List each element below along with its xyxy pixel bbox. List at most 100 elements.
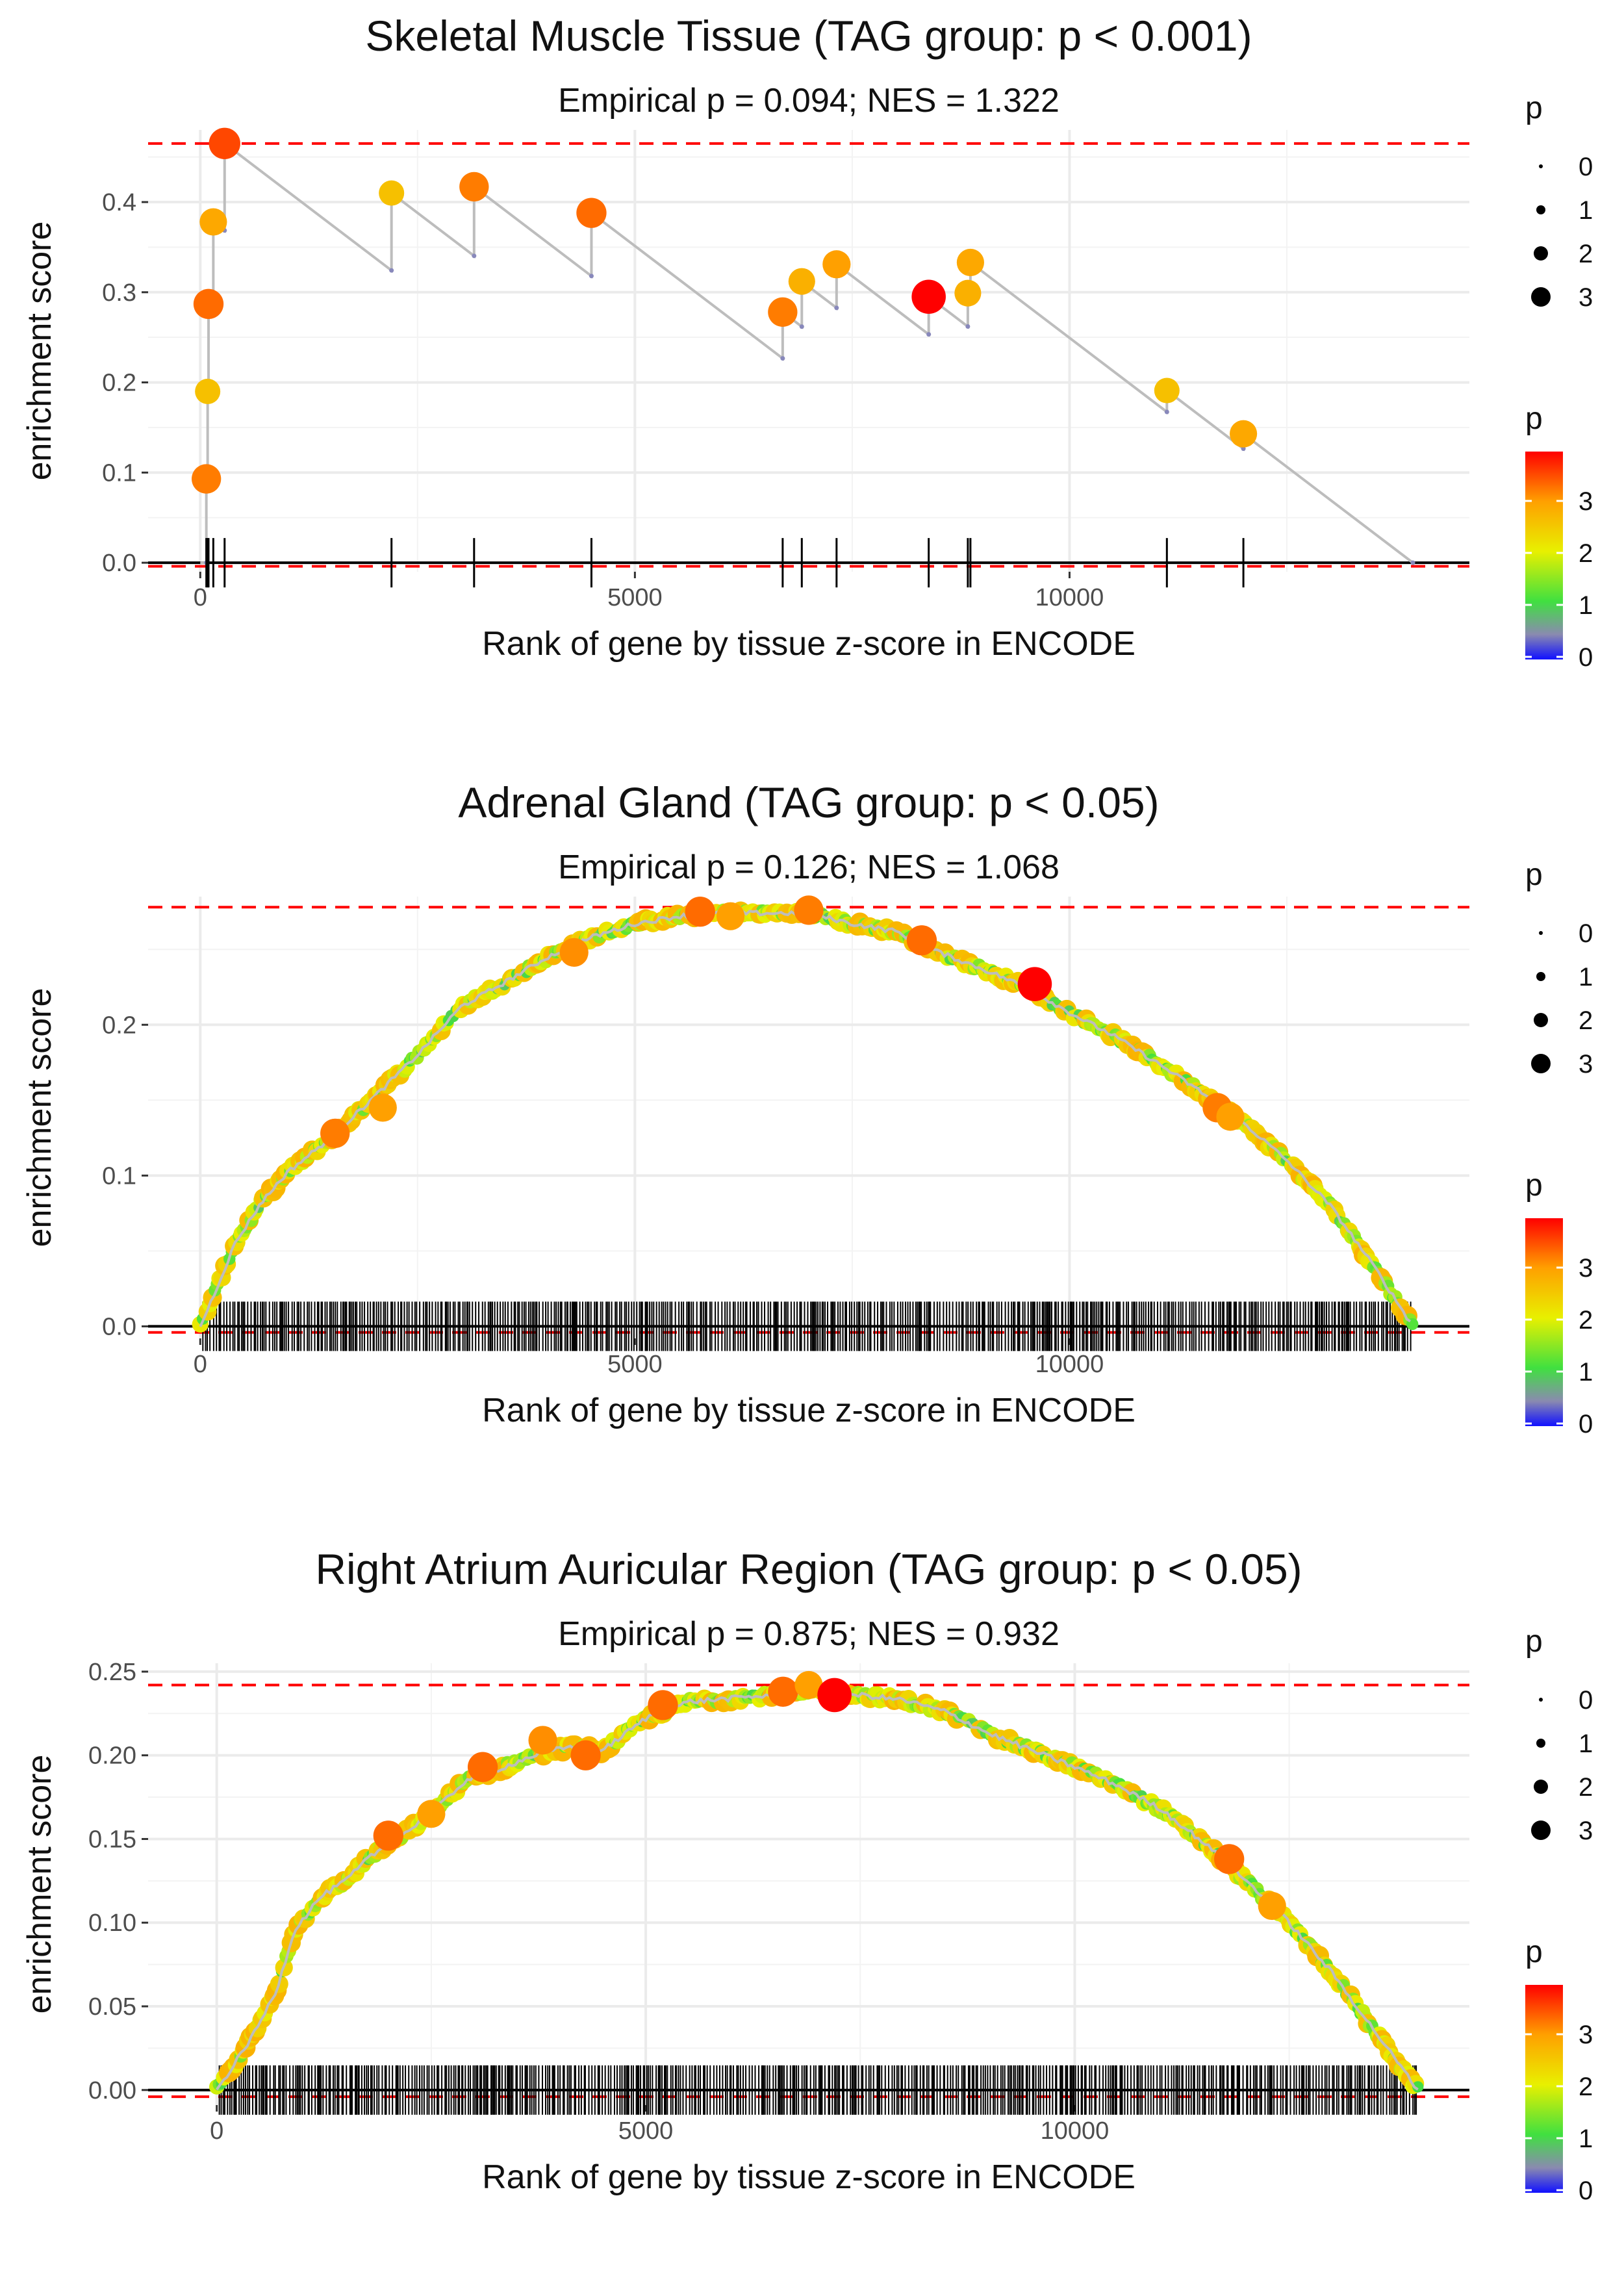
x-tick-label: 10000	[1035, 1351, 1104, 1378]
highlight-point	[559, 938, 589, 967]
y-tick-label: 0.1	[102, 459, 136, 487]
hit-point	[199, 208, 227, 236]
hit-point	[1229, 420, 1258, 448]
highlight-point	[648, 1690, 678, 1720]
x-axis-label: Rank of gene by tissue z-score in ENCODE	[482, 625, 1136, 663]
color-legend-label: 3	[1579, 487, 1593, 516]
size-legend-label: 2	[1579, 1006, 1593, 1035]
hit-point	[768, 297, 798, 327]
color-legend-title: p	[1525, 1935, 1543, 1969]
size-legend-title: p	[1525, 91, 1543, 125]
chart-title: Adrenal Gland (TAG group: p < 0.05)	[458, 778, 1159, 826]
x-tick-label: 10000	[1041, 2117, 1110, 2145]
color-legend-label: 1	[1579, 1358, 1593, 1386]
hit-point	[911, 279, 946, 314]
chart-subtitle: Empirical p = 0.126; NES = 1.068	[558, 849, 1059, 886]
running-sum-line	[200, 140, 1414, 565]
hit-point	[954, 279, 982, 307]
color-legend-bar	[1525, 1985, 1563, 2193]
trough-point	[780, 356, 785, 361]
y-tick-label: 0.0	[102, 1313, 136, 1340]
highlight-point	[685, 897, 715, 927]
y-axis-label: enrichment score	[21, 222, 58, 481]
color-legend-title: p	[1525, 1168, 1543, 1203]
trough-point	[589, 274, 594, 279]
x-tick-label: 0	[210, 2117, 223, 2145]
highlight-point	[716, 902, 745, 930]
running-sum-line	[216, 1688, 1419, 2091]
size-legend-key	[1539, 931, 1543, 935]
highlight-point	[1258, 1891, 1286, 1921]
hit-point	[209, 127, 240, 160]
size-legend-label: 1	[1579, 1730, 1593, 1758]
chart-title: Right Atrium Auricular Region (TAG group…	[315, 1545, 1302, 1593]
color-legend-label: 3	[1579, 1254, 1593, 1283]
size-legend-label: 2	[1579, 240, 1593, 268]
highlight-point	[467, 1752, 498, 1782]
y-axis-label: enrichment score	[21, 988, 58, 1247]
trough-point	[472, 253, 477, 259]
highlight-point	[570, 1740, 601, 1770]
color-legend-label: 1	[1579, 2125, 1593, 2153]
size-legend-key	[1534, 1780, 1548, 1794]
size-legend-key	[1539, 164, 1543, 168]
highlight-point	[1214, 1844, 1245, 1874]
highlight-point	[817, 1678, 852, 1713]
size-legend-key	[1531, 287, 1551, 307]
end-point	[1410, 560, 1415, 565]
size-legend-key	[1531, 1820, 1551, 1840]
highlight-point	[794, 895, 824, 925]
chart-title: Skeletal Muscle Tissue (TAG group: p < 0…	[365, 12, 1252, 60]
y-axis-label: enrichment score	[21, 1755, 58, 2014]
size-legend-title: p	[1525, 858, 1543, 892]
size-legend-key	[1539, 1698, 1543, 1702]
x-tick-label: 5000	[618, 2117, 674, 2145]
hit-point	[956, 248, 984, 277]
x-tick-label: 0	[194, 584, 207, 611]
size-legend-label: 0	[1579, 153, 1593, 181]
trough-point	[799, 324, 804, 329]
size-legend-label: 2	[1579, 1773, 1593, 1802]
highlight-point	[373, 1820, 403, 1851]
y-tick-label: 0.20	[88, 1743, 136, 1770]
highlight-point	[320, 1118, 350, 1149]
size-legend-key	[1536, 972, 1545, 981]
size-legend-label: 3	[1579, 1817, 1593, 1845]
color-legend-label: 0	[1579, 2177, 1593, 2205]
size-legend-label: 0	[1579, 919, 1593, 948]
x-axis-label: Rank of gene by tissue z-score in ENCODE	[482, 2158, 1136, 2196]
color-legend-bar	[1525, 452, 1563, 659]
size-legend-label: 0	[1579, 1686, 1593, 1715]
highlight-point	[417, 1800, 446, 1828]
size-legend-label: 3	[1579, 1050, 1593, 1079]
size-legend-title: p	[1525, 1624, 1543, 1659]
highlight-point	[906, 925, 937, 956]
hit-point	[788, 268, 815, 295]
size-legend-key	[1534, 246, 1548, 261]
y-tick-label: 0.15	[88, 1826, 136, 1853]
size-legend-key	[1534, 1013, 1548, 1027]
y-tick-label: 0.4	[102, 189, 136, 216]
size-legend-key	[1536, 1739, 1545, 1748]
hit-point	[192, 464, 222, 494]
y-tick-label: 0.25	[88, 1659, 136, 1686]
hit-point	[195, 378, 221, 404]
color-legend-bar	[1525, 1218, 1563, 1426]
gene-point	[1412, 2081, 1424, 2093]
highlight-point	[1017, 967, 1052, 1001]
y-tick-label: 0.10	[88, 1910, 136, 1937]
highlight-point	[1216, 1103, 1245, 1131]
y-tick-label: 0.0	[102, 550, 136, 577]
hit-point	[379, 180, 405, 206]
hit-point	[1154, 377, 1180, 403]
grid	[148, 1663, 1469, 2105]
hit-point	[193, 288, 224, 319]
size-legend-key	[1531, 1054, 1551, 1073]
chart-subtitle: Empirical p = 0.875; NES = 0.932	[558, 1615, 1059, 1653]
size-legend-label: 1	[1579, 196, 1593, 225]
gene-points	[209, 1681, 1425, 2095]
size-legend-key	[1536, 205, 1545, 214]
color-legend-label: 2	[1579, 1306, 1593, 1335]
highlight-point	[794, 1670, 823, 1700]
